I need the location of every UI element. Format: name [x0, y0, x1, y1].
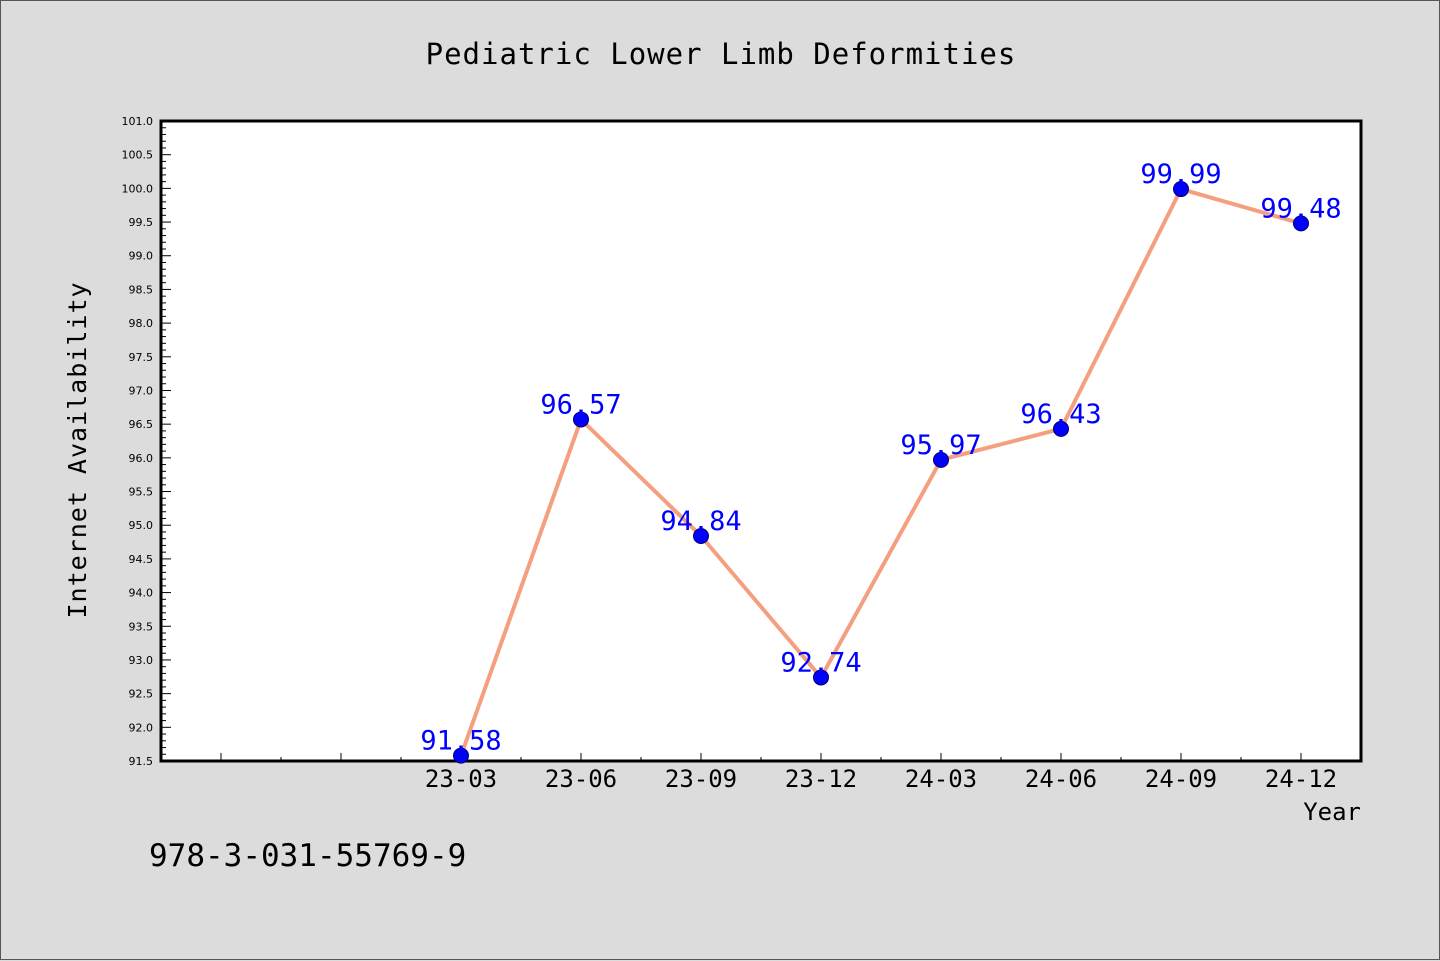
x-tick-label: 23-09	[665, 765, 737, 793]
data-label: 91.58	[420, 726, 501, 757]
y-axis-ticks: 91.5 92.0 92.5 93.0 93.5 94.0 94.5 95.0 95.5 96.0…	[122, 115, 171, 768]
y-tick-label: 96.5	[129, 418, 154, 431]
data-label: 95.97	[900, 430, 981, 461]
y-tick-label: 91.5	[129, 755, 154, 768]
x-tick-label: 23-06	[545, 765, 617, 793]
y-tick-label: 94.5	[129, 553, 154, 566]
series-line-group: 91.58 96.57 94.84 92.74 95.97 96.43 99.99 99.48	[420, 159, 1342, 764]
y-tick-label: 97.5	[129, 351, 154, 364]
y-tick-label: 93.0	[129, 654, 154, 667]
data-label: 92.74	[780, 647, 861, 678]
data-point	[1053, 420, 1069, 437]
y-tick-label: 93.5	[129, 620, 154, 633]
data-label: 99.99	[1140, 159, 1221, 190]
data-point	[813, 669, 829, 686]
y-tick-label: 95.5	[129, 486, 154, 499]
plot-area	[159, 119, 1363, 763]
series-line	[459, 187, 1302, 757]
y-tick-label: 100.5	[122, 149, 154, 162]
chart-title: Pediatric Lower Limb Deformities	[426, 37, 1017, 71]
x-tick-label: 24-09	[1145, 765, 1217, 793]
y-tick-label: 94.0	[129, 587, 154, 600]
x-axis-label: Year	[1303, 798, 1361, 826]
x-tick-label: 24-06	[1025, 765, 1097, 793]
data-point	[933, 451, 949, 468]
x-tick-label: 23-12	[785, 765, 857, 793]
data-point	[693, 527, 709, 544]
x-tick-label: 23-03	[425, 765, 497, 793]
data-label: 99.48	[1260, 193, 1341, 224]
y-tick-label: 92.0	[129, 721, 154, 734]
y-tick-label: 101.0	[122, 115, 154, 128]
y-tick-label: 98.0	[129, 317, 154, 330]
y-axis-label: Internet Availability	[63, 281, 92, 618]
data-point	[573, 411, 589, 428]
y-tick-label: 95.0	[129, 519, 154, 532]
y-tick-label: 99.5	[129, 216, 154, 229]
data-label: 96.43	[1020, 399, 1101, 430]
x-tick-label: 24-03	[905, 765, 977, 793]
y-tick-label: 100.0	[122, 182, 154, 195]
y-tick-label: 96.0	[129, 452, 154, 465]
y-tick-label: 97.0	[129, 384, 154, 397]
isbn-footer: 978-3-031-55769-9	[149, 838, 466, 874]
x-axis-ticks: 23-03 23-06 23-09 23-12 24-03 24-06 24-09 24-12	[220, 753, 1337, 793]
data-label: 94.84	[660, 506, 741, 537]
data-point	[1293, 215, 1309, 232]
data-label: 96.57	[540, 389, 621, 420]
y-tick-label: 98.5	[129, 283, 154, 296]
x-tick-label: 24-12	[1265, 765, 1337, 793]
y-tick-label: 92.5	[129, 688, 154, 701]
y-tick-label: 99.0	[129, 250, 154, 263]
data-point	[1173, 181, 1189, 198]
data-point	[453, 747, 469, 764]
